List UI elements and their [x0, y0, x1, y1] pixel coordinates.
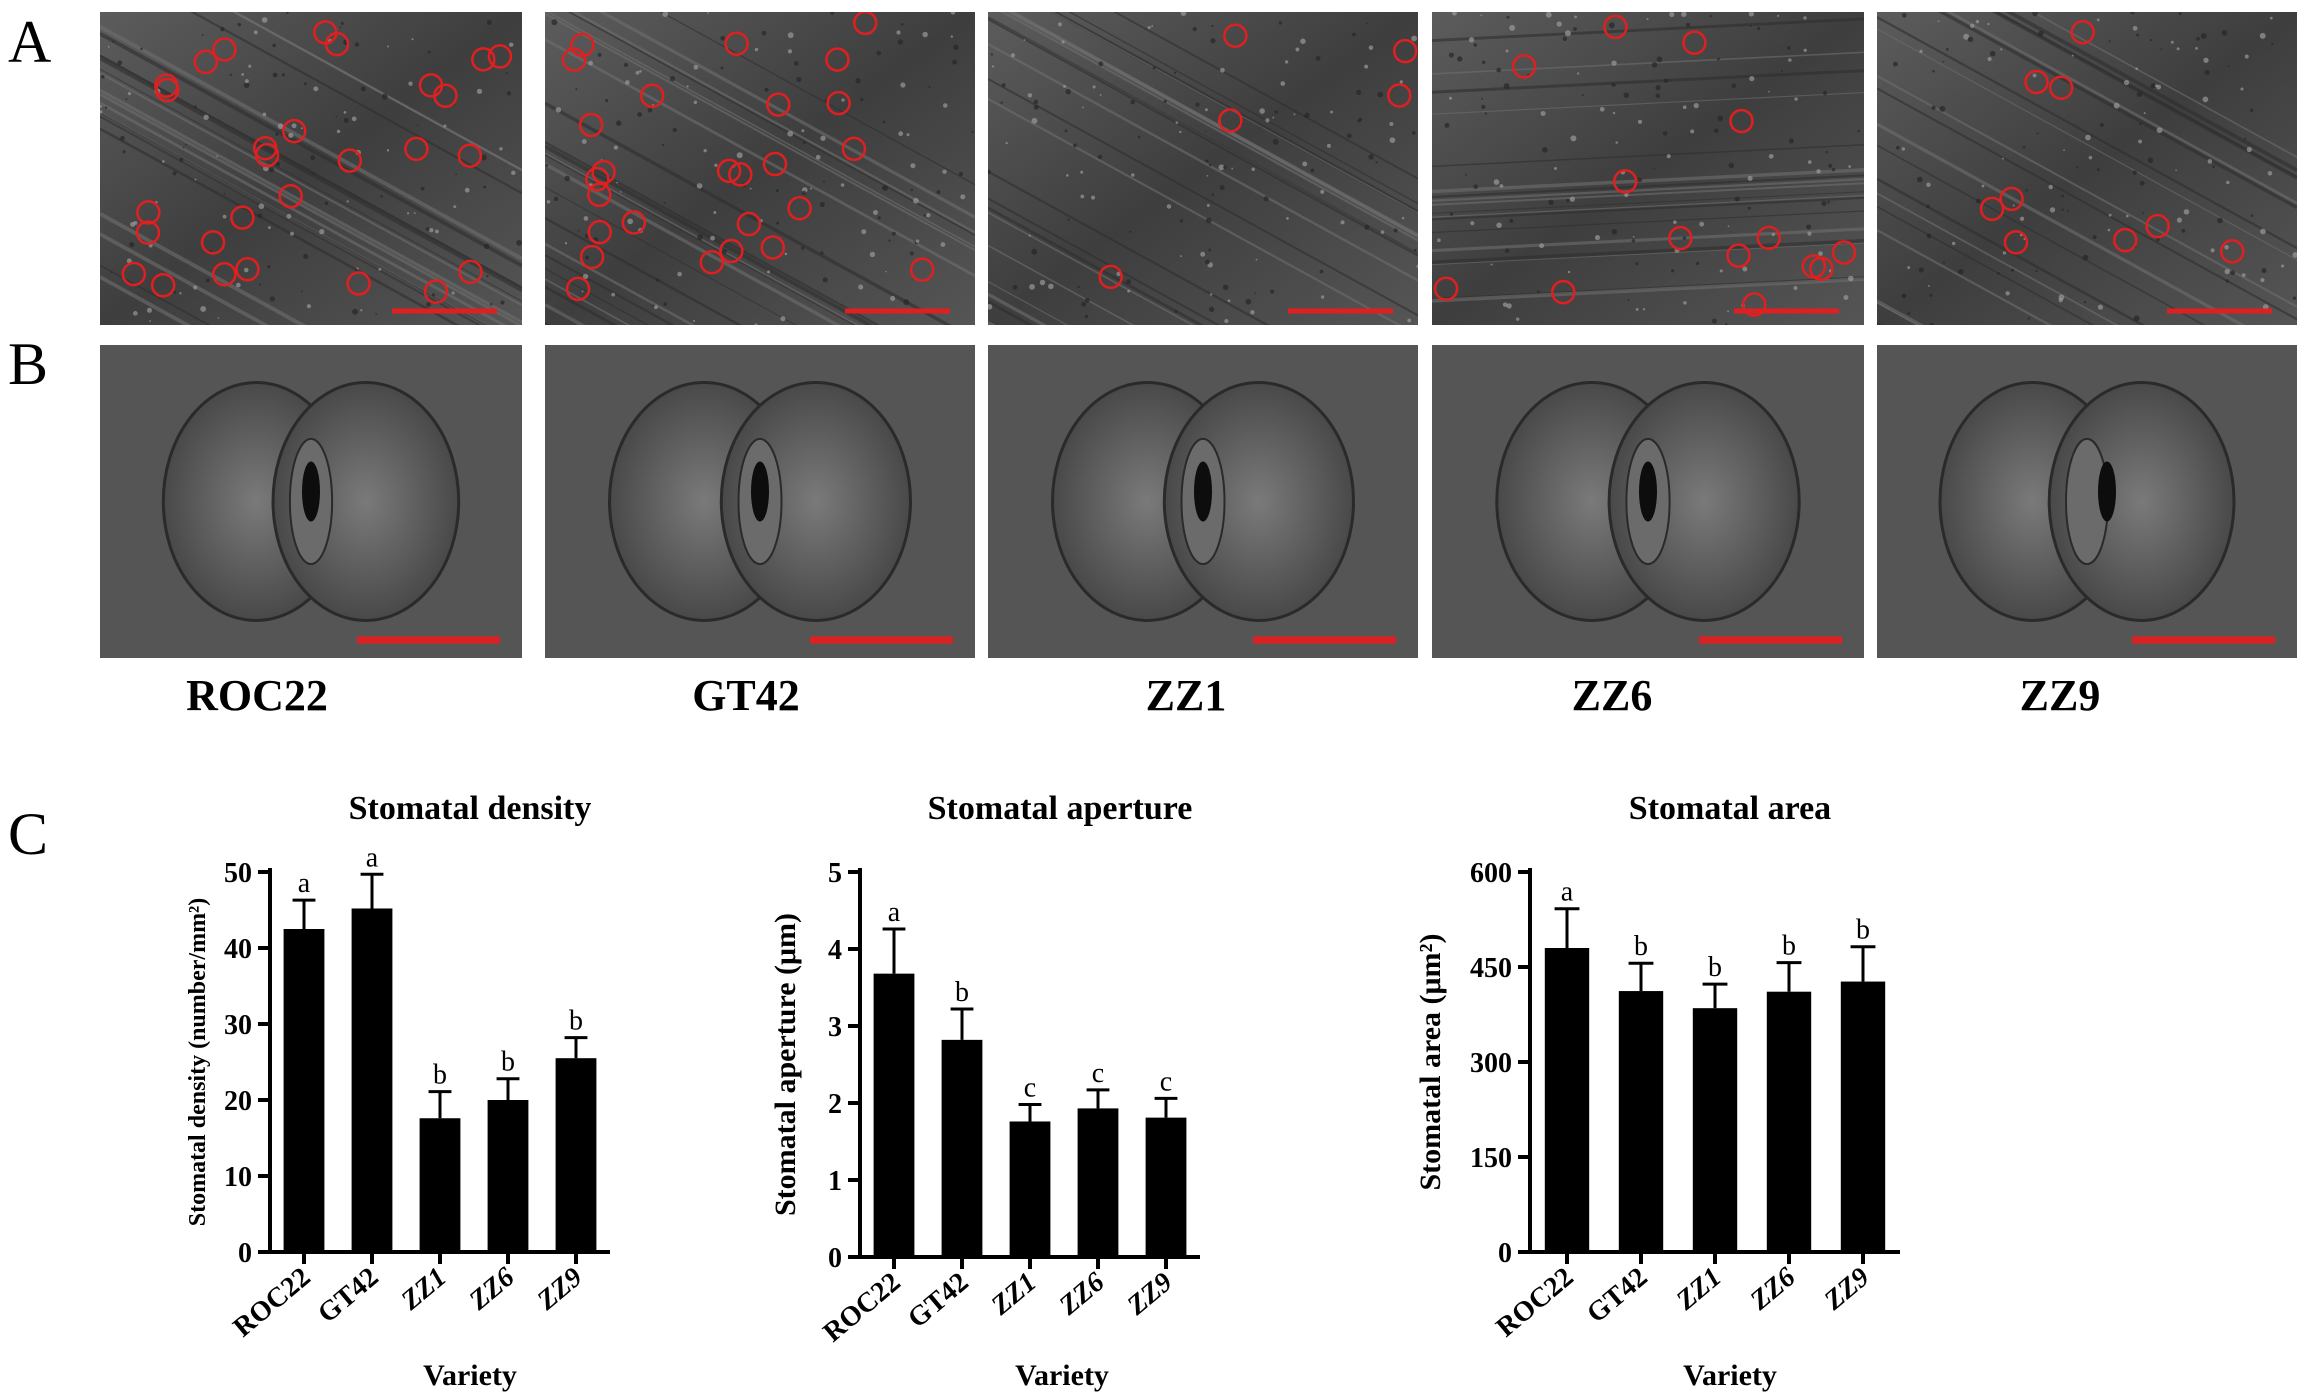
sem-stoma-zz6: [1432, 345, 1864, 658]
y-tick-label: 10: [224, 1162, 252, 1193]
panel-letter-a: A: [8, 9, 52, 75]
x-tick-label: GT42: [902, 1267, 974, 1335]
y-tick-label: 2: [828, 1089, 842, 1120]
y-tick-label: 3: [828, 1012, 842, 1043]
variety-label-zz9: ZZ9: [2019, 671, 2101, 720]
x-tick-label: GT42: [312, 1262, 384, 1330]
bar-zz9: [555, 1058, 597, 1252]
y-tick-label: 0: [1498, 1238, 1512, 1269]
bar-gt42: [1618, 991, 1664, 1252]
x-axis-label: Variety: [1015, 1359, 1109, 1392]
variety-label-roc22: ROC22: [186, 671, 328, 720]
panel-letter-b: B: [8, 331, 49, 397]
x-tick-label: ZZ9: [1121, 1267, 1179, 1322]
significance-letter: b: [955, 977, 969, 1008]
variety-label-zz1: ZZ1: [1145, 671, 1227, 720]
sem-stoma-zz1: [988, 345, 1418, 658]
y-axis-label: Stomatal area (μm²): [1414, 933, 1447, 1190]
bar-zz6: [1077, 1108, 1119, 1257]
y-tick-label: 150: [1470, 1143, 1512, 1174]
bar-zz1: [419, 1118, 461, 1252]
bar-zz9: [1145, 1117, 1187, 1257]
sem-stoma-roc22: [100, 345, 522, 658]
significance-letter: c: [1092, 1058, 1104, 1089]
chart-group-1: 0 1 2 3 4 5 a ROC22 b GT42 c ZZ1 c ZZ6 c ZZ9 Stomatal ap…: [769, 858, 1200, 1392]
significance-letter: a: [366, 842, 379, 873]
bar-zz6: [487, 1100, 529, 1252]
x-tick-label: ZZ6: [1053, 1267, 1111, 1322]
y-tick-label: 40: [224, 934, 252, 965]
sem-overview-zz6: [1432, 12, 1864, 325]
y-tick-label: 30: [224, 1010, 252, 1041]
significance-letter: b: [1782, 931, 1796, 962]
y-tick-label: 450: [1470, 953, 1512, 984]
y-tick-label: 5: [828, 858, 842, 889]
sem-overview-zz9: [1877, 12, 2297, 325]
bar-zz9: [1840, 981, 1886, 1252]
chart-title-area: Stomatal area: [1628, 790, 1832, 827]
bar-roc22: [1544, 948, 1590, 1252]
x-axis-label: Variety: [423, 1359, 517, 1392]
significance-letter: b: [1856, 915, 1870, 946]
y-axis-label: Stomatal aperture (μm): [769, 913, 802, 1216]
sem-overview-gt42: [545, 12, 975, 325]
significance-letter: a: [888, 897, 901, 928]
significance-letter: a: [298, 868, 311, 899]
chart-title-density: Stomatal density: [348, 790, 592, 827]
variety-label-gt42: GT42: [692, 671, 800, 720]
chart-group-0: 0 10 20 30 40 50 a ROC22 a GT42 b ZZ1 b ZZ6 b ZZ9 Stomat…: [185, 842, 610, 1392]
x-tick-label: ZZ1: [1670, 1262, 1728, 1317]
x-tick-label: ZZ9: [531, 1262, 589, 1317]
x-tick-label: ROC22: [1490, 1262, 1579, 1344]
chart-group-2: 0 150 300 450 600 a ROC22 b GT42 b ZZ1 b ZZ6 b ZZ9 Stom…: [1414, 858, 1900, 1392]
chart-title-aperture: Stomatal aperture: [927, 790, 1193, 827]
panel-letter-c: C: [8, 801, 49, 867]
bar-zz1: [1692, 1008, 1738, 1252]
y-tick-label: 300: [1470, 1048, 1512, 1079]
x-tick-label: ZZ9: [1818, 1262, 1876, 1317]
bar-zz1: [1009, 1121, 1051, 1257]
x-axis-label: Variety: [1683, 1359, 1777, 1392]
significance-letter: b: [1634, 931, 1648, 962]
bar-roc22: [873, 973, 915, 1257]
significance-letter: b: [1708, 952, 1722, 983]
bar-roc22: [283, 929, 325, 1252]
y-tick-label: 0: [238, 1238, 252, 1269]
x-tick-label: ZZ1: [985, 1267, 1043, 1322]
significance-letter: b: [501, 1047, 515, 1078]
y-tick-label: 4: [828, 935, 842, 966]
significance-letter: b: [433, 1060, 447, 1091]
y-axis-label: Stomatal density (number/mm²): [185, 898, 211, 1227]
significance-letter: c: [1160, 1066, 1172, 1097]
x-tick-label: ZZ1: [395, 1262, 453, 1317]
y-tick-label: 50: [224, 858, 252, 889]
bar-zz6: [1766, 991, 1812, 1252]
significance-letter: a: [1561, 877, 1574, 908]
x-tick-label: GT42: [1581, 1262, 1653, 1330]
x-tick-label: ZZ6: [1744, 1262, 1802, 1317]
bar-gt42: [941, 1039, 983, 1257]
sem-overview-roc22: [100, 12, 522, 325]
significance-letter: b: [569, 1006, 583, 1037]
x-tick-label: ROC22: [227, 1262, 316, 1344]
y-tick-label: 0: [828, 1243, 842, 1274]
bar-gt42: [351, 908, 393, 1252]
y-tick-label: 1: [828, 1166, 842, 1197]
y-tick-label: 20: [224, 1086, 252, 1117]
variety-label-zz6: ZZ6: [1571, 671, 1653, 720]
significance-letter: c: [1024, 1073, 1036, 1104]
y-tick-label: 600: [1470, 858, 1512, 889]
x-tick-label: ZZ6: [463, 1262, 521, 1317]
sem-stoma-gt42: [545, 345, 975, 658]
sem-overview-zz1: [988, 12, 1418, 325]
sem-stoma-zz9: [1877, 345, 2297, 658]
x-tick-label: ROC22: [817, 1267, 906, 1349]
